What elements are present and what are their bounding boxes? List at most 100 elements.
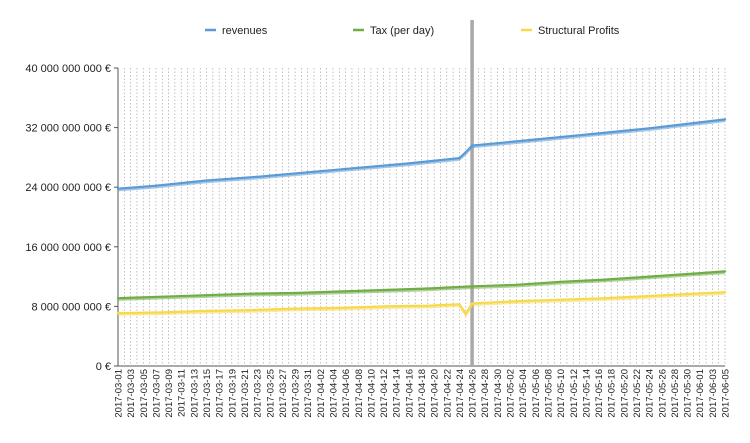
data-point	[723, 291, 727, 294]
x-tick-label: 2017-03-27	[278, 369, 289, 418]
x-tick-label: 2017-04-18	[417, 369, 428, 418]
legend-label: Structural Profits	[538, 25, 620, 37]
grid-lines	[117, 68, 726, 366]
x-tick-label: 2017-03-03	[126, 369, 137, 418]
data-point	[692, 292, 695, 295]
series-line-shadow	[117, 119, 726, 192]
data-point	[559, 280, 562, 283]
data-point	[610, 130, 613, 134]
data-point	[534, 138, 537, 141]
x-tick-label: 2017-04-26	[468, 369, 479, 418]
series-1	[116, 270, 727, 301]
data-point	[154, 184, 158, 187]
x-tick-label: 2017-03-29	[291, 369, 302, 418]
data-point	[407, 162, 411, 165]
data-point	[603, 278, 607, 281]
x-tick-label: 2017-05-16	[594, 369, 605, 418]
data-point	[205, 179, 208, 182]
x-tick-label: 2017-04-14	[392, 369, 403, 418]
data-point	[205, 294, 208, 297]
x-tick-label: 2017-03-07	[151, 369, 162, 418]
data-point	[470, 144, 474, 147]
x-tick-label: 2017-04-02	[316, 369, 327, 418]
data-point	[647, 127, 651, 130]
x-tick-label: 2017-05-30	[683, 369, 694, 418]
x-tick-label: 2017-05-06	[531, 369, 542, 418]
data-point	[426, 287, 429, 290]
legend-label: Tax (per day)	[370, 25, 434, 37]
data-point	[559, 298, 562, 301]
x-tick-label: 2017-03-01	[114, 369, 125, 418]
x-tick-label: 2017-05-04	[518, 369, 529, 418]
x-tick-label: 2017-03-17	[215, 369, 226, 418]
series-line-shadow	[117, 271, 726, 301]
x-tick-label: 2017-03-11	[177, 369, 188, 417]
data-point	[723, 270, 727, 273]
y-tick-label: 40 000 000 000 €	[25, 63, 111, 75]
data-point	[116, 187, 120, 190]
x-tick-label: 2017-03-23	[253, 369, 264, 418]
series-0	[116, 118, 727, 192]
x-tick-label: 2017-03-13	[189, 369, 200, 418]
x-tick-label: 2017-03-25	[265, 369, 276, 418]
data-point	[161, 311, 164, 314]
x-tick-label: 2017-05-14	[581, 369, 592, 418]
data-point	[205, 309, 208, 313]
x-tick-label: 2017-06-03	[708, 369, 719, 418]
data-point	[338, 290, 341, 293]
data-point	[572, 134, 575, 137]
x-tick-label: 2017-03-15	[202, 369, 213, 418]
x-tick-label: 2017-03-05	[139, 369, 150, 418]
x-tick-label: 2017-04-22	[442, 369, 453, 418]
x-tick-label: 2017-05-02	[506, 369, 517, 418]
x-tick-label: 2017-04-30	[493, 369, 504, 418]
y-tick-label: 24 000 000 000 €	[25, 182, 111, 194]
x-tick-label: 2017-05-12	[569, 369, 580, 418]
x-tick-label: 2017-06-01	[695, 369, 706, 418]
x-tick-label: 2017-05-10	[556, 369, 567, 418]
x-tick-label: 2017-05-24	[645, 369, 656, 418]
x-tick-label: 2017-04-16	[404, 369, 415, 418]
series-lines	[116, 118, 727, 318]
x-tick-label: 2017-03-09	[164, 369, 175, 418]
data-point	[496, 142, 499, 145]
data-point	[255, 175, 259, 178]
data-point	[382, 305, 385, 308]
x-tick-label: 2017-04-28	[480, 369, 491, 418]
axes	[117, 68, 725, 367]
x-tick-label: 2017-03-31	[303, 369, 314, 418]
data-point	[470, 302, 474, 305]
data-point	[357, 166, 360, 169]
y-axis-ticks: 0 € 8 000 000 000 € 16 000 000 000 € 24 000…	[25, 63, 118, 373]
x-axis-ticks: 2017-03-01 2017-03-03 2017-03-05 2017-03-07…	[114, 369, 732, 418]
x-tick-label: 2017-05-28	[670, 369, 681, 418]
data-point	[249, 292, 252, 295]
y-tick-label: 32 000 000 000 €	[25, 123, 111, 135]
x-tick-label: 2017-04-04	[329, 369, 340, 418]
data-point	[249, 308, 252, 312]
y-tick-label: 0 €	[96, 361, 111, 373]
data-point	[161, 295, 164, 298]
legend-label: revenues	[222, 25, 268, 37]
x-tick-label: 2017-04-08	[354, 369, 365, 418]
data-point	[464, 151, 467, 154]
y-tick-label: 8 000 000 000 €	[31, 301, 111, 313]
data-point	[723, 118, 727, 121]
x-tick-label: 2017-05-22	[632, 369, 643, 418]
x-tick-label: 2017-05-20	[619, 369, 630, 418]
data-point	[647, 275, 651, 278]
legend: revenues Tax (per day) Structural Profits	[205, 25, 620, 37]
data-point	[382, 288, 385, 292]
x-tick-label: 2017-05-18	[607, 369, 618, 418]
series-2	[116, 291, 727, 318]
series-line	[117, 118, 726, 190]
x-tick-label: 2017-03-19	[227, 369, 238, 418]
x-tick-label: 2017-04-06	[341, 369, 352, 418]
y-tick-label: 16 000 000 000 €	[25, 242, 111, 254]
data-point	[426, 304, 429, 307]
x-tick-label: 2017-05-08	[544, 369, 555, 418]
data-point	[338, 306, 341, 310]
x-tick-label: 2017-04-12	[379, 369, 390, 418]
